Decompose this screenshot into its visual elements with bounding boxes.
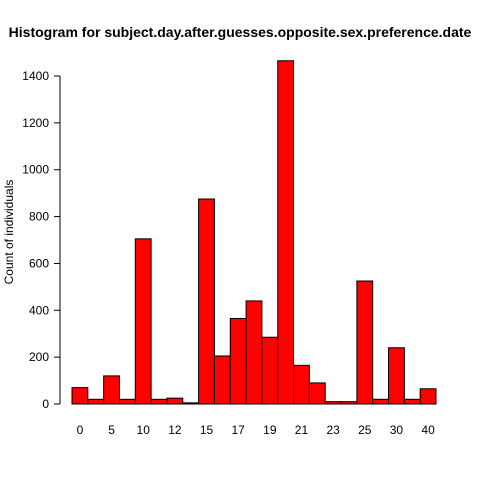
histogram-bar bbox=[419, 388, 437, 405]
histogram-bar bbox=[340, 401, 358, 405]
x-tick-label: 21 bbox=[295, 423, 309, 437]
histogram-bar bbox=[229, 317, 247, 405]
x-tick-label: 5 bbox=[108, 423, 115, 437]
y-tick-label: 1000 bbox=[22, 163, 49, 177]
x-tick-label: 12 bbox=[168, 423, 182, 437]
histogram-bar bbox=[213, 355, 231, 405]
histogram-bar bbox=[245, 300, 263, 405]
y-tick-label: 400 bbox=[29, 303, 49, 317]
histogram-bar bbox=[324, 401, 342, 405]
chart-title: Histogram for subject.day.after.guesses.… bbox=[9, 24, 472, 40]
x-tick-label: 25 bbox=[358, 423, 372, 437]
x-tick-label: 23 bbox=[326, 423, 340, 437]
histogram-bar bbox=[261, 336, 279, 405]
y-tick-label: 600 bbox=[29, 256, 49, 270]
x-tick-label: 30 bbox=[390, 423, 404, 437]
y-tick-label: 0 bbox=[42, 397, 49, 411]
y-tick-label: 1200 bbox=[22, 116, 49, 130]
histogram-bar bbox=[277, 60, 295, 405]
y-tick-label: 200 bbox=[29, 350, 49, 364]
histogram-bar bbox=[71, 387, 89, 405]
histogram-bar bbox=[403, 398, 421, 405]
y-axis: 0 200 400 600 800 1000 1200 1400 bbox=[22, 69, 61, 411]
bars-group bbox=[71, 60, 437, 405]
histogram-bar bbox=[308, 382, 326, 405]
x-tick-label: 19 bbox=[263, 423, 277, 437]
histogram-bar bbox=[150, 398, 168, 405]
histogram-bar bbox=[166, 397, 184, 405]
x-axis-labels: 0 5 10 12 15 17 19 21 23 25 30 40 bbox=[77, 423, 436, 437]
histogram-bar bbox=[198, 198, 215, 405]
histogram-bar bbox=[103, 375, 120, 405]
histogram-bar bbox=[293, 364, 310, 405]
histogram-bar bbox=[134, 238, 152, 405]
y-tick-label: 800 bbox=[29, 210, 49, 224]
histogram-bar bbox=[388, 347, 405, 405]
histogram-bar bbox=[372, 398, 390, 405]
y-tick-label: 1400 bbox=[22, 69, 49, 83]
x-tick-label: 17 bbox=[231, 423, 245, 437]
histogram-bar bbox=[118, 398, 136, 405]
x-tick-label: 10 bbox=[137, 423, 151, 437]
histogram-bar bbox=[356, 280, 374, 405]
histogram-bar bbox=[182, 402, 200, 405]
x-tick-label: 15 bbox=[200, 423, 214, 437]
x-tick-label: 0 bbox=[77, 423, 84, 437]
y-axis-label: Count of individuals bbox=[2, 180, 16, 285]
histogram-bar bbox=[87, 398, 105, 405]
x-tick-label: 40 bbox=[421, 423, 435, 437]
